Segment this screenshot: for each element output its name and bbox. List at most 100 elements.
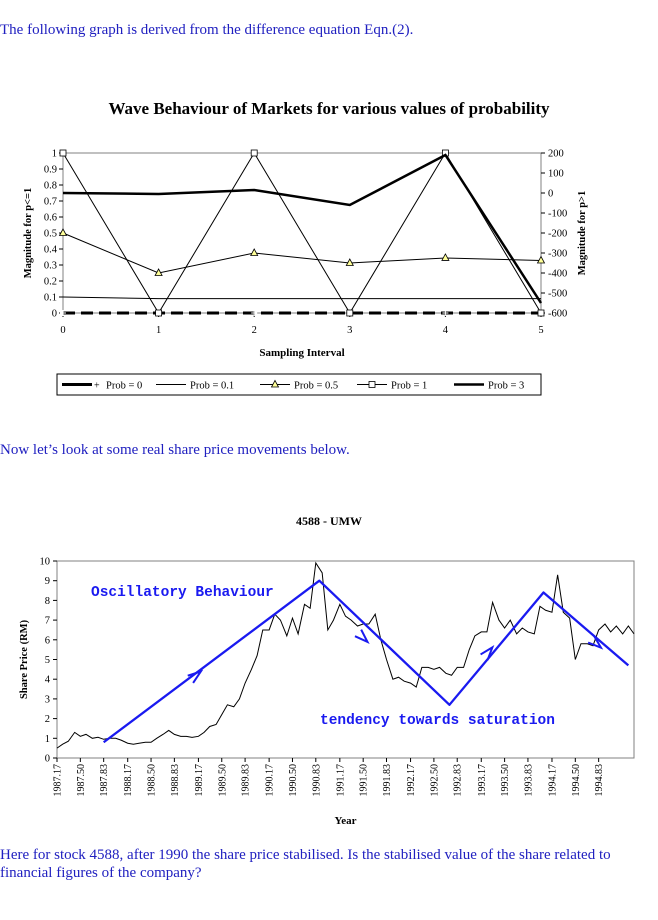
square-marker — [346, 309, 354, 317]
right-tick-label: 100 — [548, 169, 564, 180]
x-tick-label: 1992.50 — [429, 764, 440, 797]
x-axis-label: Year — [335, 815, 357, 827]
x-tick-label: 1988.17 — [123, 764, 134, 797]
share-price-line — [56, 561, 635, 749]
arrow-head-annotation — [587, 635, 604, 650]
left-tick-label: 0.5 — [44, 229, 57, 240]
left-tick-label: 0.2 — [44, 277, 57, 288]
right-tick-label: -500 — [548, 289, 567, 300]
x-tick-label: 2 — [252, 325, 257, 336]
plus-marker — [442, 310, 449, 316]
right-tick-label: -400 — [548, 269, 567, 280]
x-tick-label: 1990.50 — [288, 764, 299, 797]
legend-entry: Prob = 0 — [106, 381, 142, 392]
x-tick-label: 0 — [60, 325, 65, 336]
y-tick-label: 3 — [45, 694, 50, 705]
x-tick-label: 1989.50 — [217, 764, 228, 797]
x-tick-label: 5 — [538, 325, 543, 336]
left-tick-label: 0 — [52, 309, 57, 320]
saturation-annotation: tendency towards saturation — [320, 713, 555, 729]
y-tick-label: 1 — [45, 734, 50, 745]
wave-legend — [56, 373, 542, 396]
arrow-head-annotation — [354, 629, 370, 644]
x-tick-label: 1993.50 — [500, 764, 511, 797]
oscillatory-annotation: Oscillatory Behaviour — [91, 585, 274, 601]
y-axis-label: Share Price (RM) — [19, 619, 30, 699]
left-tick-label: 0.3 — [44, 261, 57, 272]
triangle-marker — [441, 253, 450, 261]
left-tick-label: 0.8 — [44, 181, 57, 192]
x-tick-label: 1987.83 — [99, 764, 110, 797]
y-tick-label: 9 — [45, 576, 50, 587]
x-tick-label: 4 — [443, 325, 449, 336]
square-marker — [59, 149, 67, 157]
x-tick-label: 1993.17 — [477, 764, 488, 797]
umw-plot-area — [56, 560, 635, 759]
closing-paragraph: Here for stock 4588, after 1990 the shar… — [0, 847, 611, 881]
x-tick-label: 1987.50 — [76, 764, 87, 797]
x-tick-label: 1994.50 — [571, 764, 582, 797]
x-tick-label: 3 — [347, 325, 352, 336]
x-tick-label: 1987.17 — [53, 764, 64, 797]
right-tick-label: 200 — [548, 149, 564, 160]
middle-paragraph: Now let’s look at some real share price … — [0, 442, 350, 458]
arrow-head-annotation — [480, 645, 495, 661]
wave-chart: 0 0.1 0.2 0.3 0.4 0.5 0.6 0.7 0.8 0.9 1 -600 -500 -40… — [23, 149, 588, 396]
legend-square-marker — [368, 381, 376, 388]
x-tick-label: 1992.83 — [453, 764, 464, 797]
left-tick-label: 1 — [52, 149, 57, 160]
square-marker — [537, 309, 545, 317]
x-tick-label: 1988.50 — [147, 764, 158, 797]
right-tick-label: -600 — [548, 309, 567, 320]
x-tick-label: 1990.83 — [311, 764, 322, 797]
series-line — [62, 296, 541, 300]
y-tick-label: 2 — [45, 714, 50, 725]
left-tick-label: 0.6 — [44, 213, 57, 224]
x-tick-label: 1994.83 — [594, 764, 605, 797]
triangle-marker — [58, 228, 68, 236]
plus-marker — [60, 310, 66, 316]
x-tick-label: 1989.83 — [241, 764, 252, 797]
right-axis-label: Magnitude for p>1 — [577, 191, 588, 276]
x-tick-label: 1994.17 — [547, 764, 558, 797]
y-tick-label: 6 — [45, 635, 50, 646]
legend-triangle-marker — [270, 379, 280, 388]
y-tick-label: 8 — [45, 596, 50, 607]
x-tick-label: 1992.17 — [406, 764, 417, 797]
x-tick-label: 1991.17 — [335, 764, 346, 797]
x-tick-label: 1 — [156, 325, 161, 336]
right-tick-label: -100 — [548, 209, 567, 220]
legend-entry: Prob = 1 — [391, 381, 427, 392]
intro-paragraph: The following graph is derived from the … — [0, 22, 414, 38]
triangle-marker — [154, 268, 163, 276]
y-tick-label: 10 — [40, 557, 51, 568]
umw-chart-title: 4588 - UMW — [296, 514, 362, 528]
left-tick-label: 0.9 — [44, 165, 57, 176]
trend-annotation-line — [102, 579, 630, 744]
x-axis-label: Sampling Interval — [259, 347, 344, 359]
x-tick-label: 1991.83 — [382, 764, 393, 797]
left-tick-label: 0.7 — [44, 197, 57, 208]
left-tick-label: 0.4 — [44, 245, 58, 256]
x-tick-label: 1988.83 — [170, 764, 181, 797]
x-tick-label: 1991.50 — [359, 764, 370, 797]
umw-chart: 0 1 2 3 4 5 6 7 8 9 10 1987.17 1987.50 1987.83 1988.17… — [19, 557, 635, 827]
arrow-head-annotation — [187, 669, 204, 684]
y-tick-label: 0 — [45, 754, 50, 765]
x-tick-label: 1990.17 — [265, 764, 276, 797]
y-tick-label: 7 — [45, 616, 50, 627]
left-axis-label: Magnitude for p<=1 — [23, 188, 34, 279]
y-tick-label: 5 — [45, 655, 50, 666]
legend-entry: Prob = 0.5 — [294, 381, 338, 392]
right-tick-label: -200 — [548, 229, 567, 240]
x-tick-label: 1989.17 — [194, 764, 205, 797]
x-tick-label: 1993.83 — [523, 764, 534, 797]
legend-entry: Prob = 0.1 — [190, 381, 234, 392]
left-tick-label: 0.1 — [44, 293, 57, 304]
plus-marker — [251, 310, 258, 316]
right-tick-label: 0 — [548, 189, 553, 200]
triangle-marker — [345, 258, 354, 266]
triangle-marker — [536, 255, 546, 264]
series-line — [62, 232, 542, 274]
series-line — [62, 153, 543, 304]
